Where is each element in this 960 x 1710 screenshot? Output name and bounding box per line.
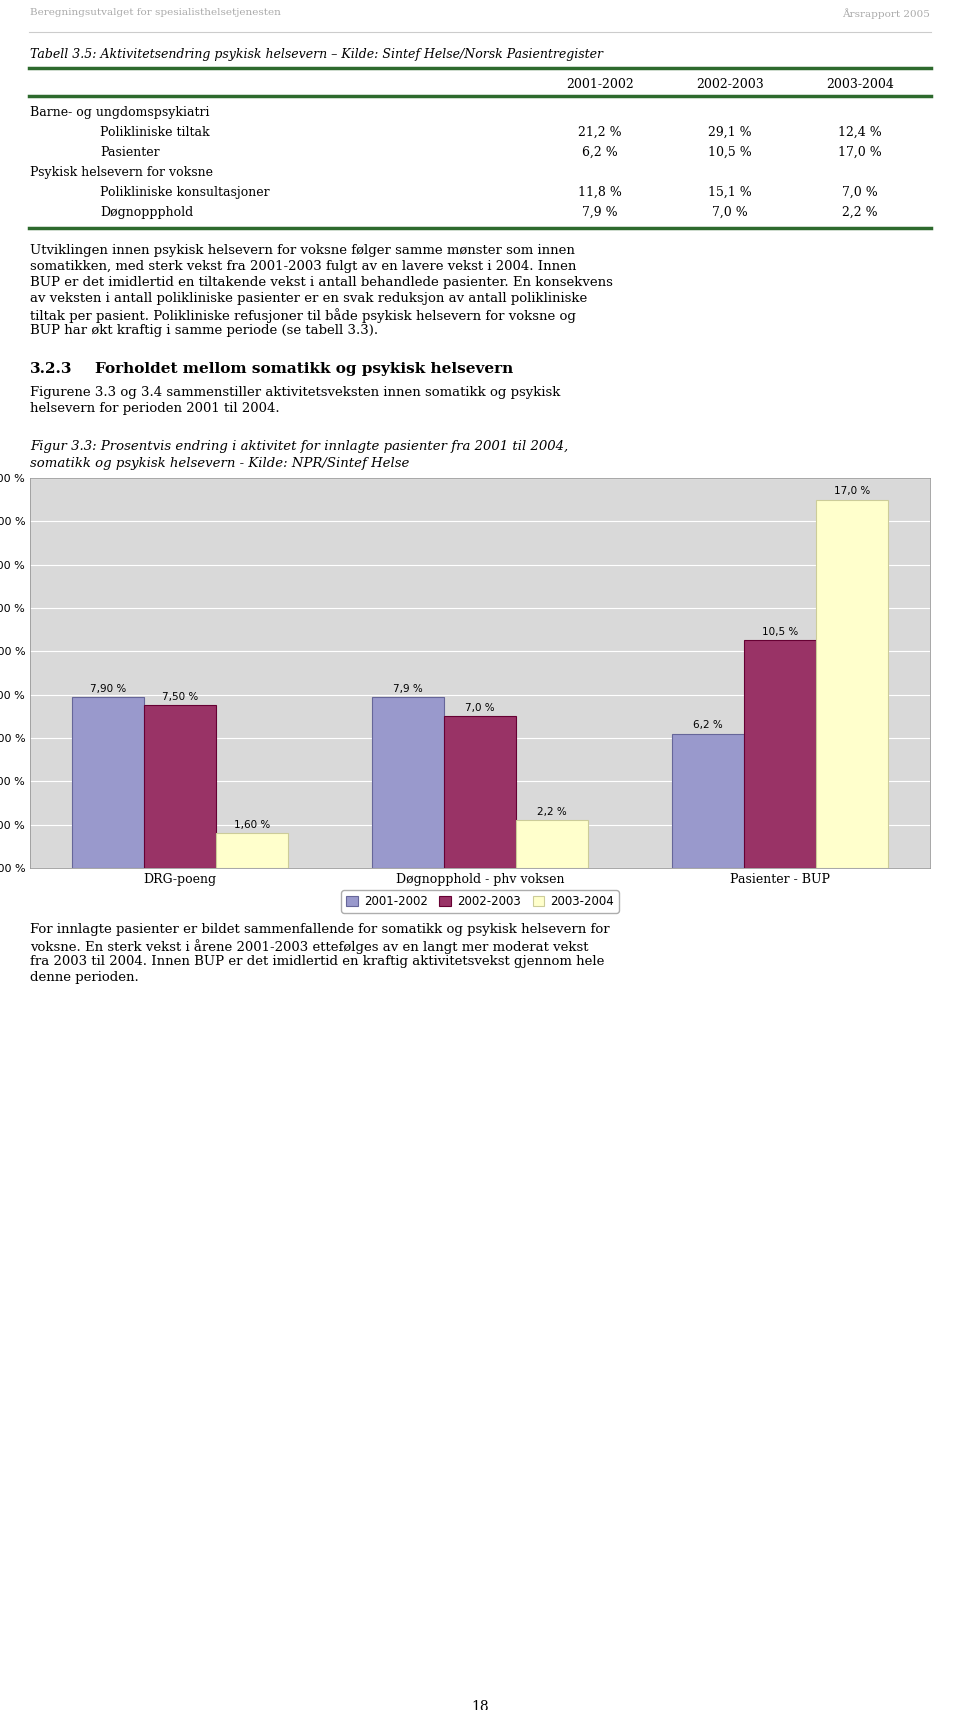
Text: 2,2 %: 2,2 %	[538, 807, 566, 817]
Text: fra 2003 til 2004. Innen BUP er det imidlertid en kraftig aktivitetsvekst gjenno: fra 2003 til 2004. Innen BUP er det imid…	[30, 954, 605, 968]
Bar	[744, 641, 816, 869]
Text: For innlagte pasienter er bildet sammenfallende for somatikk og psykisk helsever: For innlagte pasienter er bildet sammenf…	[30, 923, 610, 935]
Text: Tabell 3.5: Aktivitetsendring psykisk helsevern – Kilde: Sintef Helse/Norsk Pasi: Tabell 3.5: Aktivitetsendring psykisk he…	[30, 48, 603, 62]
Bar	[216, 833, 288, 869]
Text: 10,5 %: 10,5 %	[762, 628, 798, 638]
Text: 17,0 %: 17,0 %	[838, 145, 882, 159]
Text: 7,50 %: 7,50 %	[162, 693, 198, 703]
Bar	[672, 734, 744, 869]
Text: helsevern for perioden 2001 til 2004.: helsevern for perioden 2001 til 2004.	[30, 402, 279, 416]
Text: 10,5 %: 10,5 %	[708, 145, 752, 159]
Legend: 2001-2002, 2002-2003, 2003-2004: 2001-2002, 2002-2003, 2003-2004	[341, 891, 619, 913]
Text: 11,8 %: 11,8 %	[578, 186, 622, 198]
Text: Barne- og ungdomspsykiatri: Barne- og ungdomspsykiatri	[30, 106, 209, 120]
Text: Beregningsutvalget for spesialisthelsetjenesten: Beregningsutvalget for spesialisthelsetj…	[30, 9, 281, 17]
Text: Utviklingen innen psykisk helsevern for voksne følger samme mønster som innen: Utviklingen innen psykisk helsevern for …	[30, 245, 575, 256]
Bar	[72, 698, 144, 869]
Text: 7,90 %: 7,90 %	[90, 684, 126, 694]
Bar	[144, 706, 216, 869]
Text: BUP har økt kraftig i samme periode (se tabell 3.3).: BUP har økt kraftig i samme periode (se …	[30, 323, 378, 337]
Text: Årsrapport 2005: Årsrapport 2005	[842, 9, 930, 19]
Text: 7,9 %: 7,9 %	[394, 684, 422, 694]
Text: 7,0 %: 7,0 %	[466, 703, 494, 713]
Text: 1,60 %: 1,60 %	[234, 821, 270, 829]
Text: Psykisk helsevern for voksne: Psykisk helsevern for voksne	[30, 166, 213, 180]
Text: Polikliniske tiltak: Polikliniske tiltak	[100, 127, 209, 139]
Text: 15,1 %: 15,1 %	[708, 186, 752, 198]
Text: denne perioden.: denne perioden.	[30, 971, 139, 983]
Text: 2001-2002: 2001-2002	[566, 79, 634, 91]
Text: 6,2 %: 6,2 %	[582, 145, 618, 159]
Text: 2002-2003: 2002-2003	[696, 79, 764, 91]
Text: Døgnoppphold: Døgnoppphold	[100, 205, 193, 219]
Text: Polikliniske konsultasjoner: Polikliniske konsultasjoner	[100, 186, 270, 198]
Text: 7,0 %: 7,0 %	[842, 186, 877, 198]
Text: av veksten i antall polikliniske pasienter er en svak reduksjon av antall polikl: av veksten i antall polikliniske pasient…	[30, 292, 588, 304]
Text: somatikk og psykisk helsevern - Kilde: NPR/Sintef Helse: somatikk og psykisk helsevern - Kilde: N…	[30, 457, 409, 470]
Text: somatikken, med sterk vekst fra 2001-2003 fulgt av en lavere vekst i 2004. Innen: somatikken, med sterk vekst fra 2001-200…	[30, 260, 576, 274]
Text: 7,0 %: 7,0 %	[712, 205, 748, 219]
Text: BUP er det imidlertid en tiltakende vekst i antall behandlede pasienter. En kons: BUP er det imidlertid en tiltakende veks…	[30, 275, 612, 289]
Text: 2003-2004: 2003-2004	[826, 79, 894, 91]
Text: 29,1 %: 29,1 %	[708, 127, 752, 139]
Bar	[444, 716, 516, 869]
Text: 3.2.3: 3.2.3	[30, 363, 73, 376]
Text: voksne. En sterk vekst i årene 2001-2003 ettefølges av en langt mer moderat veks: voksne. En sterk vekst i årene 2001-2003…	[30, 939, 588, 954]
Text: tiltak per pasient. Polikliniske refusjoner til både psykisk helsevern for voksn: tiltak per pasient. Polikliniske refusjo…	[30, 308, 576, 323]
Bar	[372, 698, 444, 869]
Bar	[516, 821, 588, 869]
Text: 18: 18	[471, 1700, 489, 1710]
Text: Figurene 3.3 og 3.4 sammenstiller aktivitetsveksten innen somatikk og psykisk: Figurene 3.3 og 3.4 sammenstiller aktivi…	[30, 386, 561, 398]
Text: 12,4 %: 12,4 %	[838, 127, 882, 139]
Text: 7,9 %: 7,9 %	[582, 205, 618, 219]
Text: Figur 3.3: Prosentvis endring i aktivitet for innlagte pasienter fra 2001 til 20: Figur 3.3: Prosentvis endring i aktivite…	[30, 439, 568, 453]
Text: 2,2 %: 2,2 %	[842, 205, 877, 219]
Text: 21,2 %: 21,2 %	[578, 127, 622, 139]
Text: 6,2 %: 6,2 %	[693, 720, 723, 730]
Text: 17,0 %: 17,0 %	[834, 486, 870, 496]
Text: Pasienter: Pasienter	[100, 145, 159, 159]
Text: Forholdet mellom somatikk og psykisk helsevern: Forholdet mellom somatikk og psykisk hel…	[95, 363, 514, 376]
Bar	[816, 499, 888, 869]
